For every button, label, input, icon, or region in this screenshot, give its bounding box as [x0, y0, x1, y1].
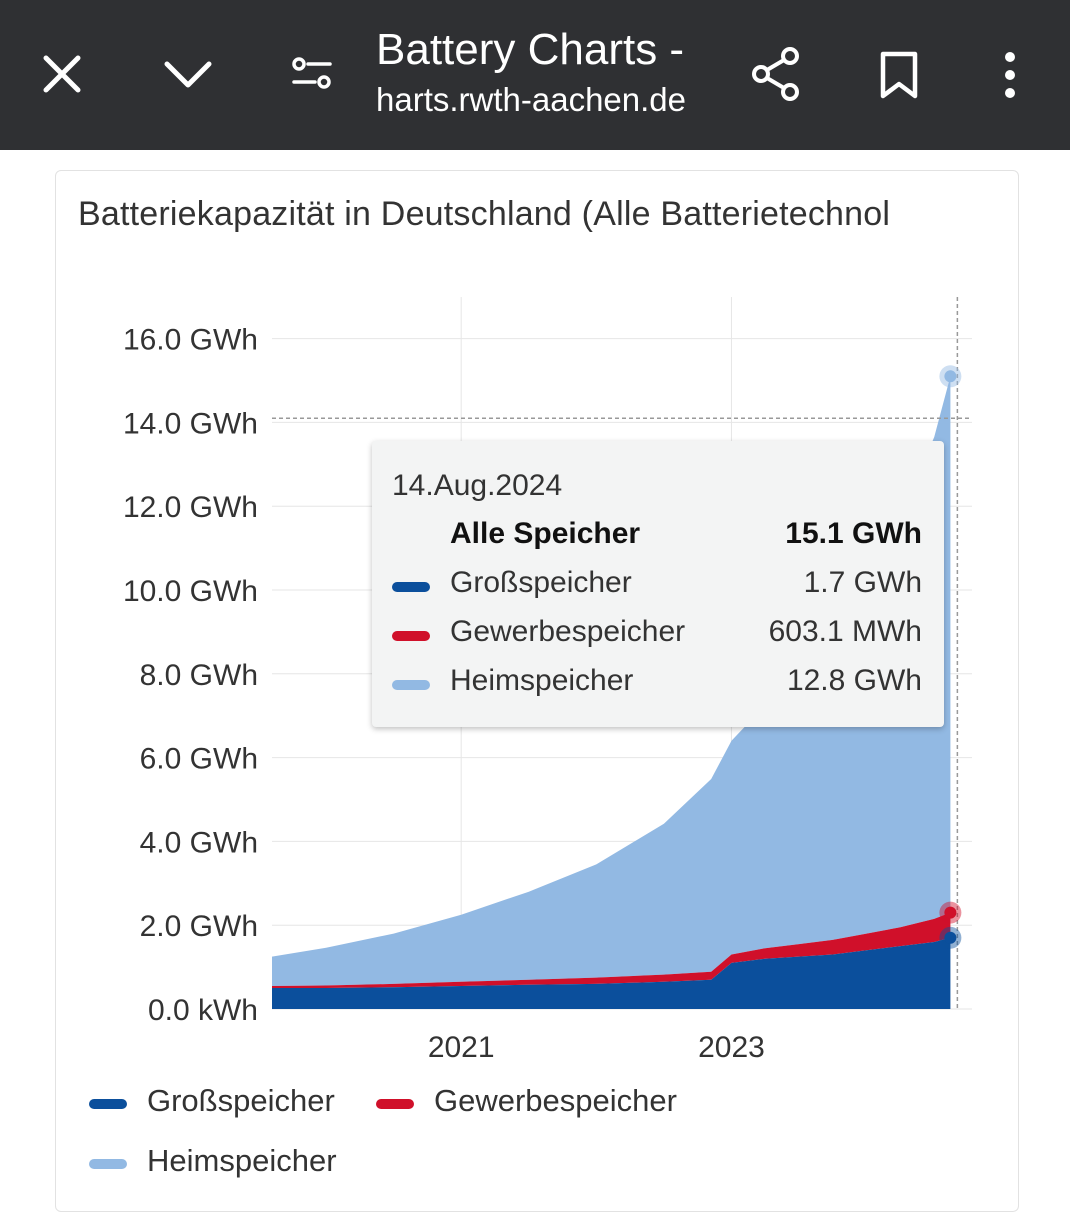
y-tick-label: 6.0 GWh [140, 743, 258, 776]
x-tick-label: 2023 [698, 1031, 765, 1064]
legend-item-gross[interactable]: Großspeicher [89, 1083, 359, 1123]
tooltip-heim-value: 12.8 GWh [786, 664, 922, 697]
legend-swatch-gross [89, 1099, 127, 1109]
tooltip-date: 14.Aug.2024 [392, 469, 563, 502]
page-title: Battery Charts - [376, 25, 685, 74]
y-tick-label: 10.0 GWh [123, 575, 258, 608]
marker-heimspeicher [944, 370, 957, 383]
legend-item-heim[interactable]: Heimspeicher [89, 1143, 389, 1183]
chart-title: Batteriekapazität in Deutschland (Alle B… [78, 195, 891, 233]
legend-label-gewerbe: Gewerbespeicher [434, 1083, 677, 1118]
browser-toolbar: Battery Charts - harts.rwth-aachen.de [0, 0, 1070, 150]
tooltip-total-value: 15.1 GWh [785, 517, 922, 550]
close-icon[interactable] [40, 52, 84, 96]
tooltip-gross-label: Großspeicher [450, 566, 632, 599]
tooltip-row-gross: Großspeicher 1.7 GWh [372, 566, 944, 606]
page-url: harts.rwth-aachen.de [376, 81, 687, 118]
y-tick-label: 4.0 GWh [140, 826, 258, 859]
legend-label-gross: Großspeicher [147, 1083, 335, 1118]
area-heimspeicher [272, 376, 951, 986]
chart-plot[interactable]: 0.0 kWh 2.0 GWh 4.0 GWh 6.0 GWh 8.0 GWh 10.0 … [56, 171, 1018, 1211]
legend-swatch-gewerbe [376, 1099, 414, 1109]
tooltip-gross-value: 1.7 GWh [803, 566, 922, 599]
y-tick-label: 0.0 kWh [148, 994, 258, 1027]
x-tick-label: 2021 [428, 1031, 495, 1064]
chart-tooltip: 14.Aug.2024 Alle Speicher 15.1 GWh Großs… [372, 441, 944, 727]
gross-swatch [392, 582, 430, 592]
chevron-down-icon[interactable] [162, 58, 214, 92]
tooltip-row-gewerbe: Gewerbespeicher 603.1 MWh [372, 615, 944, 655]
legend-label-heim: Heimspeicher [147, 1143, 337, 1178]
y-tick-label: 16.0 GWh [123, 324, 258, 357]
y-tick-label: 8.0 GWh [140, 659, 258, 692]
chart-card: Batteriekapazität in Deutschland (Alle B… [55, 170, 1019, 1212]
more-vert-icon[interactable] [998, 50, 1022, 100]
tooltip-gewerbe-label: Gewerbespeicher [450, 615, 686, 648]
area-gewerbespeicher [272, 912, 951, 988]
bookmark-icon[interactable] [878, 50, 920, 100]
tooltip-total-label: Alle Speicher [450, 517, 641, 550]
tooltip-row-total: Alle Speicher 15.1 GWh [372, 517, 944, 557]
marker-grossspeicher [944, 931, 957, 944]
tooltip-heim-label: Heimspeicher [450, 664, 634, 697]
page-settings-icon[interactable] [290, 54, 334, 94]
page-title-block[interactable]: Battery Charts - harts.rwth-aachen.de [376, 22, 726, 122]
marker-gewerbespeicher [944, 906, 957, 919]
legend-swatch-heim [89, 1159, 127, 1169]
heim-swatch [392, 680, 430, 690]
tooltip-row-heim: Heimspeicher 12.8 GWh [372, 664, 944, 704]
tooltip-gewerbe-value: 603.1 MWh [768, 615, 922, 648]
y-tick-label: 14.0 GWh [123, 407, 258, 440]
y-tick-label: 2.0 GWh [140, 910, 258, 943]
legend-item-gewerbe[interactable]: Gewerbespeicher [376, 1083, 716, 1123]
area-grossspeicher [272, 937, 951, 1009]
share-icon[interactable] [750, 46, 802, 102]
y-tick-label: 12.0 GWh [123, 491, 258, 524]
gewerbe-swatch [392, 631, 430, 641]
